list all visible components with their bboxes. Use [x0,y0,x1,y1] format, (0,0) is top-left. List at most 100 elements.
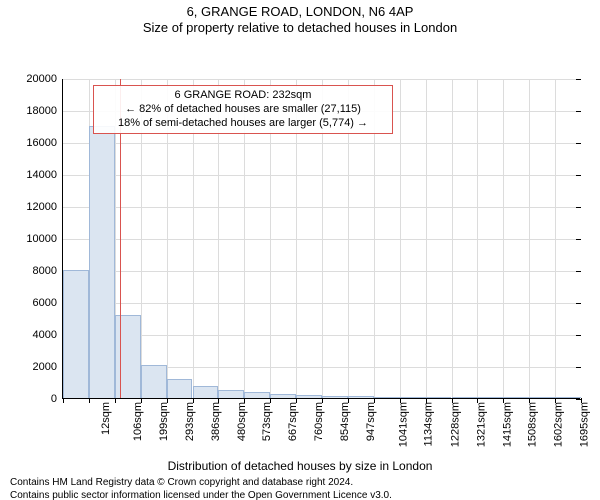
xtick-mark [348,398,349,403]
histogram-bar [322,396,348,398]
histogram-bar [477,397,503,398]
xtick-label: 573sqm [262,402,274,441]
histogram-bar [400,397,426,398]
xtick-mark [89,398,90,403]
gridline-v [477,79,478,398]
xtick-mark [193,398,194,403]
histogram-bar [296,395,322,398]
plot-area: 0200040006000800010000120001400016000180… [62,79,580,399]
xtick-label: 1508sqm [527,402,539,447]
xtick-label: 12sqm [100,402,112,435]
xtick-label: 1041sqm [397,402,409,447]
ytick-label: 12000 [26,201,63,213]
ytick-mark [576,367,581,368]
xtick-mark [296,398,297,403]
histogram-bar [452,397,478,398]
xtick-mark [63,398,64,403]
ytick-mark [576,335,581,336]
xtick-label: 1321sqm [475,402,487,447]
xtick-mark [270,398,271,403]
xtick-mark [581,398,582,403]
histogram-bar [270,394,296,398]
callout-line-2: ← 82% of detached houses are smaller (27… [102,103,384,117]
histogram-chart: Number of detached properties 0200040006… [0,37,600,459]
property-callout: 6 GRANGE ROAD: 232sqm ← 82% of detached … [93,85,393,134]
xtick-mark [555,398,556,403]
xtick-label: 1134sqm [422,402,434,446]
ytick-label: 10000 [26,233,63,245]
ytick-mark [576,79,581,80]
footer-line-2: Contains public sector information licen… [10,490,590,500]
xtick-mark [452,398,453,403]
ytick-mark [576,175,581,176]
histogram-bar [141,365,167,399]
xtick-mark [400,398,401,403]
xtick-mark [529,398,530,403]
page-subtitle: Size of property relative to detached ho… [0,20,600,38]
page-title: 6, GRANGE ROAD, LONDON, N6 4AP [0,0,600,20]
gridline-v [400,79,401,398]
x-axis-label: Distribution of detached houses by size … [0,459,600,473]
xtick-label: 386sqm [210,402,222,441]
histogram-bar [244,392,270,398]
histogram-bar [529,397,555,398]
xtick-label: 1415sqm [501,402,513,447]
xtick-mark [503,398,504,403]
xtick-label: 293sqm [184,402,196,441]
histogram-bar [167,379,193,398]
histogram-bar [426,397,452,398]
ytick-label: 8000 [33,265,63,277]
ytick-label: 20000 [26,73,63,85]
ytick-mark [576,303,581,304]
histogram-bar [193,386,219,398]
ytick-label: 0 [51,393,63,405]
gridline-v [555,79,556,398]
xtick-mark [477,398,478,403]
histogram-bar [63,270,89,398]
histogram-bar [89,126,115,398]
ytick-label: 18000 [26,105,63,117]
histogram-bar [374,397,400,398]
xtick-mark [167,398,168,403]
ytick-label: 14000 [26,169,63,181]
xtick-label: 199sqm [158,402,170,441]
xtick-mark [244,398,245,403]
xtick-label: 1602sqm [553,402,565,447]
gridline-v [452,79,453,398]
footer: Contains HM Land Registry data © Crown c… [0,473,600,500]
gridline-v [529,79,530,398]
xtick-label: 947sqm [365,402,377,441]
xtick-mark [218,398,219,403]
xtick-mark [115,398,116,403]
ytick-label: 2000 [33,361,63,373]
callout-line-1: 6 GRANGE ROAD: 232sqm [102,89,384,103]
ytick-mark [576,207,581,208]
histogram-bar [115,315,141,398]
ytick-mark [576,111,581,112]
xtick-label: 667sqm [287,402,299,441]
xtick-label: 106sqm [132,402,144,441]
xtick-mark [374,398,375,403]
xtick-mark [141,398,142,403]
xtick-label: 760sqm [313,402,325,441]
xtick-mark [426,398,427,403]
ytick-mark [576,143,581,144]
xtick-label: 854sqm [339,402,351,441]
ytick-label: 6000 [33,297,63,309]
histogram-bar [503,397,529,398]
gridline-v [426,79,427,398]
footer-line-1: Contains HM Land Registry data © Crown c… [10,477,590,490]
histogram-bar [348,396,374,398]
callout-line-3: 18% of semi-detached houses are larger (… [102,117,384,131]
ytick-mark [576,271,581,272]
ytick-label: 16000 [26,137,63,149]
ytick-mark [576,239,581,240]
gridline-v [503,79,504,398]
xtick-mark [322,398,323,403]
histogram-bar [555,397,581,398]
xtick-label: 480sqm [236,402,248,441]
ytick-label: 4000 [33,329,63,341]
xtick-label: 1228sqm [449,402,461,447]
xtick-label: 1695sqm [578,402,590,447]
histogram-bar [218,390,244,398]
